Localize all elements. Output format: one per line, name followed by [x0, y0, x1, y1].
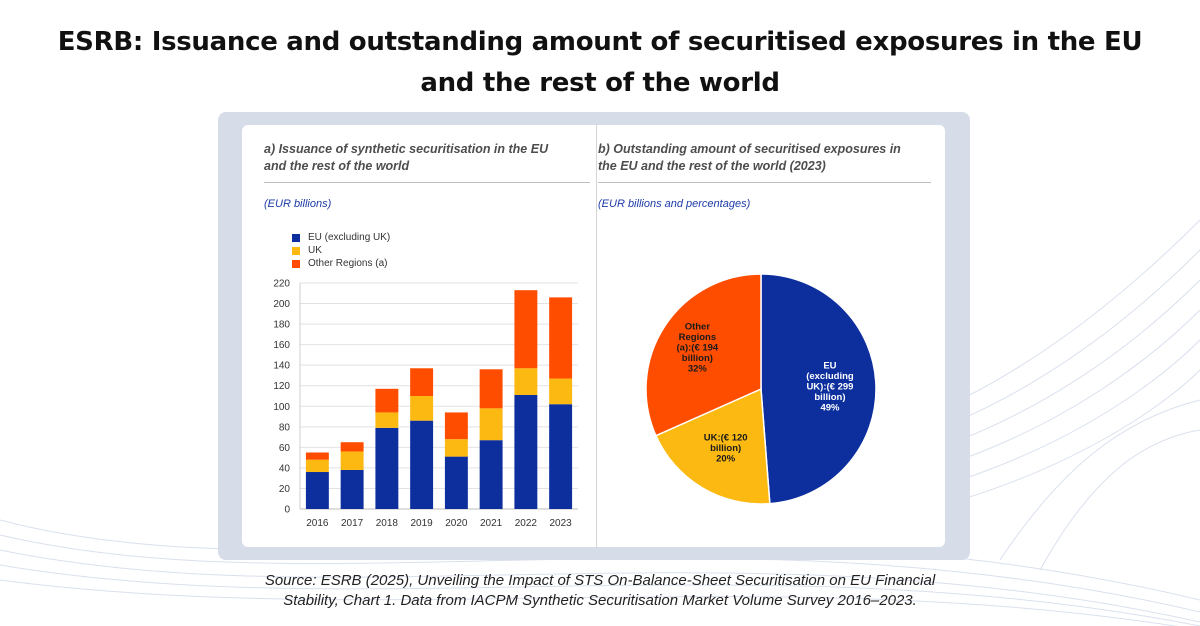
source-note: Source: ESRB (2025), Unveiling the Impac…: [0, 571, 1200, 611]
bar-uk-2017: [340, 451, 364, 470]
bar-uk-2020: [444, 439, 468, 457]
x-tick-label: 2016: [306, 518, 329, 529]
bar-other-2023: [549, 297, 573, 379]
bar-uk-2019: [410, 396, 434, 421]
bar-eu-2022: [514, 394, 538, 509]
bar-eu-2017: [340, 469, 364, 509]
panel-a-rule: [264, 182, 590, 183]
bar-chart: 0 20 40 60 80 100 120 140 160 180 200 220 2016 2017 20…: [273, 279, 578, 529]
figure-card: a) Issuance of synthetic securitisation …: [242, 125, 945, 547]
bar-other-2018: [375, 388, 399, 413]
pie-label-uk: UK:(€ 120 billion) 20%: [704, 433, 748, 465]
x-tick-label: 2021: [480, 518, 503, 529]
pie-slice-eu: [760, 273, 877, 505]
bar-uk-2018: [375, 412, 399, 428]
panel-b-title-line-2: the EU and the rest of the world (2023): [598, 159, 826, 173]
legend-swatch-other: [292, 259, 300, 268]
pie-label-line: Regions: [679, 332, 716, 343]
bar-uk-2021: [479, 408, 503, 441]
bar-other-2017: [340, 442, 364, 452]
y-tick-label: 200: [273, 299, 290, 310]
panel-b-title: b) Outstanding amount of securitised exp…: [598, 141, 901, 175]
legend-label-uk: UK: [308, 245, 322, 256]
bar-eu-2019: [410, 420, 434, 509]
pie-label-line: (a):(€ 194: [677, 343, 719, 354]
pie-label-other: Other Regions (a):(€ 194 billion) 32%: [677, 322, 719, 375]
pie-label-line: EU: [823, 360, 836, 371]
bar-uk-2023: [549, 378, 573, 405]
bar-other-2019: [410, 368, 434, 396]
pie-chart: EU (excluding UK):(€ 299 billion) 49%UK:(€ 1…: [645, 273, 877, 505]
pie-label-line: billion): [682, 353, 713, 364]
y-tick-label: 220: [273, 279, 290, 290]
panel-divider: [596, 125, 597, 547]
y-tick-label: 20: [279, 484, 291, 495]
bar-other-2020: [444, 412, 468, 440]
legend-item-other: Other Regions (a): [292, 257, 390, 270]
legend-label-eu: EU (excluding UK): [308, 232, 391, 243]
bar-eu-2018: [375, 427, 399, 509]
pie-label-line: (excluding: [806, 371, 854, 382]
panel-b-rule: [598, 182, 931, 183]
panel-a-title-line-2: and the rest of the world: [264, 159, 410, 173]
page-title-line-1: ESRB: Issuance and outstanding amount of…: [57, 27, 1143, 57]
y-tick-label: 100: [273, 402, 290, 413]
bar-other-2021: [479, 369, 503, 409]
pie-label-line: billion): [710, 443, 741, 454]
legend-swatch-uk: [292, 246, 300, 255]
panel-a-title-line-1: a) Issuance of synthetic securitisation …: [264, 142, 549, 156]
y-tick-label: 140: [273, 361, 290, 372]
pie-slice-uk: [654, 387, 771, 505]
bar-eu-2016: [305, 472, 329, 509]
bar-eu-2020: [444, 456, 468, 509]
legend-swatch-eu: [292, 233, 300, 242]
pie-label-line: UK):(€ 299: [806, 381, 853, 392]
source-line-2: Stability, Chart 1. Data from IACPM Synt…: [283, 592, 917, 609]
x-tick-label: 2020: [445, 518, 468, 529]
y-tick-label: 120: [273, 381, 290, 392]
panel-a-unit: (EUR billions): [264, 198, 332, 210]
y-tick-label: 80: [279, 422, 291, 433]
y-tick-label: 60: [279, 443, 291, 454]
pie-label-line: 49%: [820, 402, 840, 413]
panel-a-title: a) Issuance of synthetic securitisation …: [264, 141, 548, 175]
x-tick-label: 2019: [411, 518, 434, 529]
panel-b-unit: (EUR billions and percentages): [598, 198, 751, 210]
bar-other-2016: [305, 452, 329, 460]
bar-uk-2016: [305, 459, 329, 473]
pie-label-line: billion): [814, 392, 845, 403]
pie-label-line: 32%: [688, 364, 708, 375]
bar-eu-2021: [479, 440, 503, 509]
source-line-1: Source: ESRB (2025), Unveiling the Impac…: [264, 572, 936, 589]
x-tick-label: 2022: [515, 518, 538, 529]
x-tick-label: 2017: [341, 518, 364, 529]
page-title-line-2: and the rest of the world: [420, 68, 780, 98]
x-tick-label: 2018: [376, 518, 399, 529]
legend-item-uk: UK: [292, 244, 390, 257]
legend-label-other: Other Regions (a): [308, 258, 388, 269]
pie-label-line: 20%: [716, 454, 736, 465]
y-tick-label: 40: [279, 463, 291, 474]
page-title: ESRB: Issuance and outstanding amount of…: [0, 22, 1200, 104]
bar-legend: EU (excluding UK) UK Other Regions (a): [292, 231, 390, 270]
bar-other-2022: [514, 290, 538, 369]
pie-label-line: Other: [685, 322, 711, 333]
pie-label-eu: EU (excluding UK):(€ 299 billion) 49%: [806, 360, 854, 413]
bar-uk-2022: [514, 368, 538, 395]
panel-b-title-line-1: b) Outstanding amount of securitised exp…: [598, 142, 901, 156]
legend-item-eu: EU (excluding UK): [292, 231, 390, 244]
y-tick-label: 180: [273, 320, 290, 331]
pie-label-line: UK:(€ 120: [704, 433, 748, 444]
pie-slice-other: [645, 273, 762, 437]
x-tick-label: 2023: [550, 518, 573, 529]
y-tick-label: 160: [273, 340, 290, 351]
bar-eu-2023: [549, 404, 573, 509]
y-tick-label: 0: [284, 505, 290, 516]
